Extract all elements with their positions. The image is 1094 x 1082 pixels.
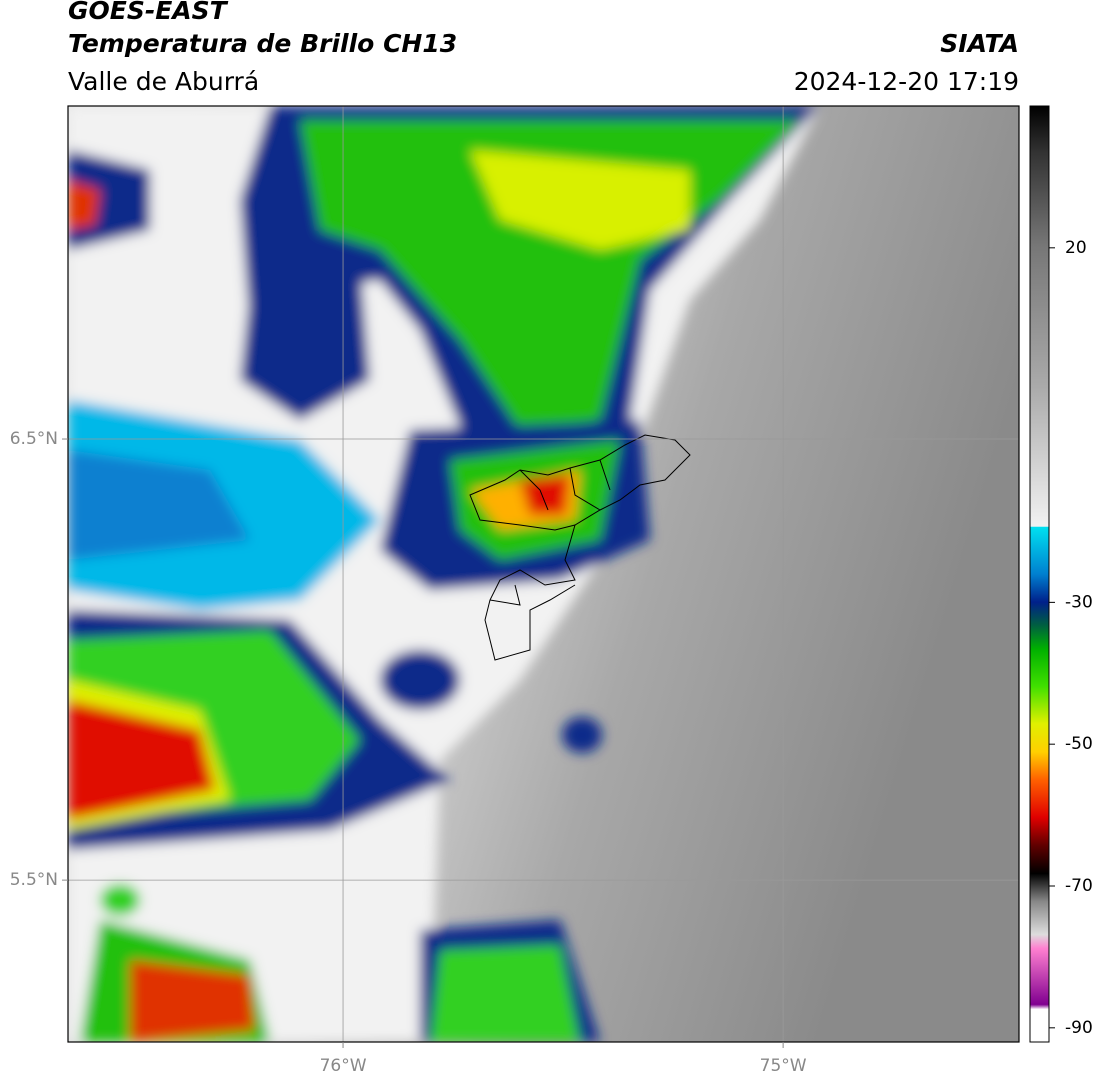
satellite-image bbox=[68, 106, 1019, 1042]
title: GOES-EAST bbox=[68, 0, 229, 25]
x-tick-label: 76°W bbox=[320, 1056, 367, 1076]
map-frame bbox=[67, 105, 1020, 1043]
source: SIATA bbox=[940, 29, 1019, 58]
y-tick-label: 5.5°N bbox=[10, 870, 58, 890]
region: Valle de Aburrá bbox=[68, 67, 259, 96]
colorbar-tick-label: -70 bbox=[1065, 876, 1093, 896]
y-tick-label: 6.5°N bbox=[10, 429, 58, 449]
datetime: 2024-12-20 17:19 bbox=[794, 67, 1019, 96]
colorbar-tick-label: -50 bbox=[1065, 734, 1093, 754]
x-tick-label: 75°W bbox=[760, 1056, 807, 1076]
colorbar bbox=[1029, 105, 1050, 1043]
colorbar-tick-label: -30 bbox=[1065, 592, 1093, 612]
subtitle: Temperatura de Brillo CH13 bbox=[68, 29, 457, 58]
colorbar-tick-label: 20 bbox=[1065, 238, 1087, 258]
colorbar-tick-label: -90 bbox=[1065, 1018, 1093, 1038]
